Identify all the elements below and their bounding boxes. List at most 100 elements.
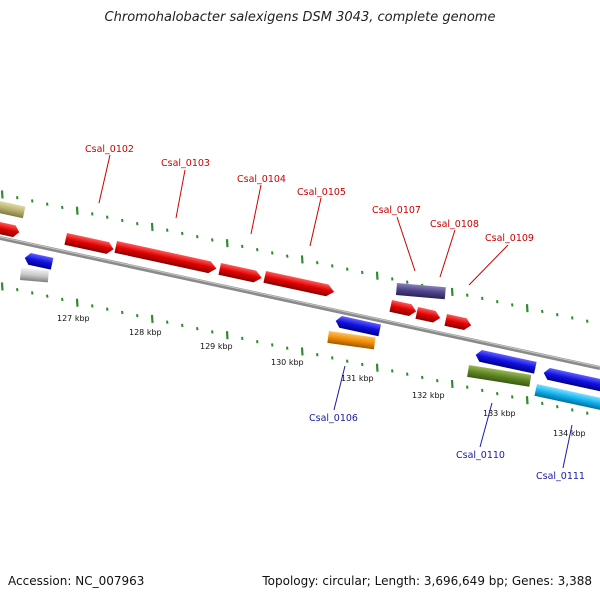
scale-label-132: 132 kbp <box>412 391 445 400</box>
scale-label-131: 131 kbp <box>341 374 374 383</box>
gene-label-csal-0108[interactable]: Csal_0108 <box>430 219 479 230</box>
genome-backbone-highlight <box>0 236 600 368</box>
tick-row-top-tick <box>316 261 319 265</box>
tick-row-bottom-tick <box>375 363 379 372</box>
gene-arrow-csal-0108[interactable] <box>415 307 441 324</box>
tick-row-bottom-tick <box>181 323 184 328</box>
tick-row-bottom-tick <box>346 359 349 363</box>
tick-row-bottom-tick <box>211 330 214 334</box>
tick-row-top-tick <box>450 287 454 297</box>
tick-row-top-tick <box>196 235 199 239</box>
tick-row-bottom-tick <box>511 395 514 399</box>
tick-row-bottom-tick <box>31 291 34 295</box>
tick-row-top-tick <box>586 319 589 323</box>
gene-label-csal-0106[interactable]: Csal_0106 <box>309 413 358 424</box>
tick-row-bottom-tick <box>121 310 124 315</box>
tick-row-bottom-tick <box>525 396 529 405</box>
scale-label-130: 130 kbp <box>271 358 304 367</box>
gene-label-csal-0110[interactable]: Csal_0110 <box>456 450 505 461</box>
bottom-callouts <box>333 365 573 469</box>
tick-row-top-tick <box>181 231 184 236</box>
gene-label-csal-0109[interactable]: Csal_0109 <box>485 233 534 244</box>
tick-row-bottom-tick <box>136 314 139 318</box>
genome-backbone <box>0 236 600 370</box>
tick-row-bottom-tick <box>466 385 469 389</box>
gene-label-csal-0105[interactable]: Csal_0105 <box>297 187 346 198</box>
gene-arrow-blue-right-2[interactable] <box>542 367 600 392</box>
gene-arrow-csal-0111[interactable] <box>534 384 600 411</box>
tick-row-top-tick <box>346 267 349 271</box>
tick-row-top-tick <box>466 293 469 297</box>
bottom-features <box>19 252 600 411</box>
tick-row-bottom-tick <box>0 282 4 291</box>
tick-row-bottom-tick <box>450 379 454 389</box>
gene-arrow-csal-0110[interactable] <box>467 365 532 387</box>
tick-row-top-tick <box>61 205 64 210</box>
gene-arrow-blue-mid[interactable] <box>334 315 381 337</box>
tick-row-bottom-tick <box>61 297 64 302</box>
gene-label-csal-0103[interactable]: Csal_0103 <box>161 158 210 169</box>
tick-row-top-tick <box>106 215 109 219</box>
tick-row-top-tick <box>331 264 334 268</box>
gene-arrow-csal-0106[interactable] <box>327 331 376 350</box>
tick-row-bottom-tick <box>421 375 424 380</box>
feature-purple-block[interactable] <box>395 283 446 300</box>
tick-row-bottom-tick <box>361 362 364 367</box>
tick-row-top-tick <box>75 206 79 215</box>
tick-row-top-tick <box>571 316 574 320</box>
gene-arrow-red-left-edge[interactable] <box>0 222 21 238</box>
tick-row-top-tick <box>511 303 514 307</box>
tick-row-bottom-tick <box>571 408 574 412</box>
gene-arrow-csal-0103[interactable] <box>114 241 217 275</box>
tick-row-top-tick <box>525 304 529 313</box>
gene-arrow-csal-0102[interactable] <box>64 233 114 255</box>
tick-row-top-tick <box>556 313 559 317</box>
tick-row-bottom-tick <box>391 369 394 373</box>
gene-label-csal-0104[interactable]: Csal_0104 <box>237 174 286 185</box>
scale-label-128: 128 kbp <box>129 328 162 337</box>
top-features <box>0 201 472 331</box>
feature-gray-block[interactable] <box>19 268 49 283</box>
tick-row-top-tick <box>361 270 364 275</box>
tick-row-bottom-tick <box>556 405 559 409</box>
tick-row-top-tick <box>375 271 379 280</box>
tick-row-bottom-tick <box>331 356 334 360</box>
tick-row-bottom-tick <box>106 307 109 311</box>
tick-row-bottom-tick <box>166 320 169 324</box>
tick-row-top-tick <box>166 228 169 232</box>
tick-row-top-tick <box>0 190 4 199</box>
gene-arrow-csal-0104[interactable] <box>218 263 263 284</box>
tick-row-top-tick <box>31 199 34 203</box>
gene-label-csal-0107[interactable]: Csal_0107 <box>372 205 421 216</box>
tick-row-top-tick <box>481 296 484 301</box>
scale-label-127: 127 kbp <box>57 314 90 323</box>
feature-khaki-block[interactable] <box>0 201 26 219</box>
tick-row-top-tick <box>286 254 289 258</box>
tick-row-top-tick <box>150 222 154 232</box>
tick-row-top-tick <box>496 300 499 304</box>
gene-label-csal-0102[interactable]: Csal_0102 <box>85 144 134 155</box>
tick-row-top-tick <box>391 277 394 281</box>
tick-row-top-tick <box>406 280 409 284</box>
tick-row-top-tick <box>211 238 214 242</box>
gene-label-csal-0111[interactable]: Csal_0111 <box>536 471 585 482</box>
tick-row-top-tick <box>16 196 19 200</box>
tick-row-bottom-tick <box>256 340 259 344</box>
tick-row-bottom-tick <box>16 288 19 292</box>
tick-row-bottom-tick <box>481 388 484 393</box>
tick-row-bottom-tick <box>496 392 499 396</box>
gene-arrow-blue-left[interactable] <box>23 252 54 270</box>
tick-row-bottom-tick <box>586 411 589 415</box>
tick-row-bottom-tick <box>541 401 544 406</box>
gene-arrow-csal-0107-b[interactable] <box>389 300 417 317</box>
tick-row-bottom-tick <box>225 331 229 340</box>
scale-label-133: 133 kbp <box>483 409 516 418</box>
tick-row-bottom-tick <box>286 346 289 350</box>
gene-arrow-csal-0109[interactable] <box>444 314 472 331</box>
tick-row-top-tick <box>46 202 49 206</box>
gene-arrow-blue-right-1[interactable] <box>474 349 537 374</box>
tick-row-top-tick <box>121 218 124 223</box>
accession-text: Accession: NC_007963 <box>8 574 145 588</box>
tick-row-top-tick <box>91 212 94 216</box>
gene-arrow-csal-0105[interactable] <box>263 271 335 298</box>
